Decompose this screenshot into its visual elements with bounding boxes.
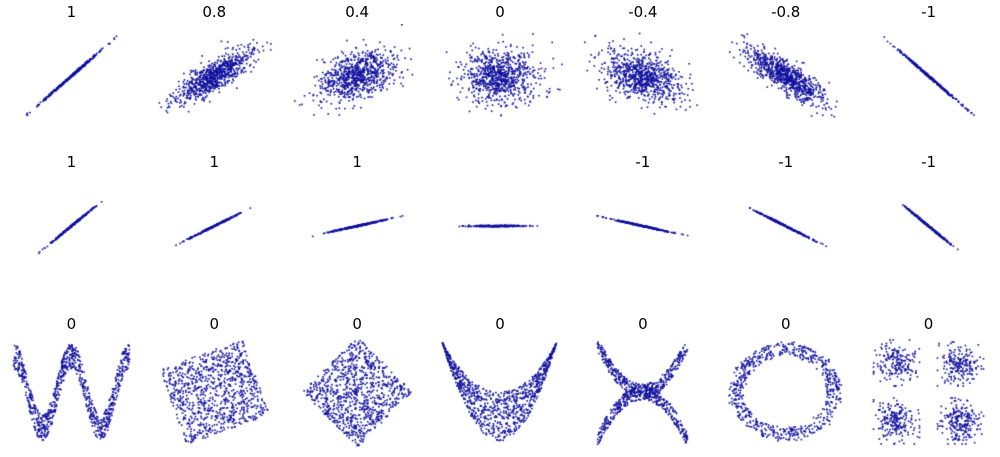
correlation-label: 0 [495,315,505,333]
scatter-panel-r2c3: 1 [286,150,429,300]
scatter-plot-canvas [429,174,571,278]
correlation-label: 0 [495,3,505,21]
correlation-label: 1 [66,3,77,21]
correlation-label-empty [429,150,572,174]
correlation-label: -1 [921,153,937,171]
scatter-panel-r1c3: 0.4 [286,0,429,150]
correlation-label: 1 [209,153,220,171]
correlation-label: 0 [923,315,934,333]
correlation-label: 0.8 [202,3,227,21]
scatter-plot-canvas [715,174,857,278]
scatter-panel-r1c6: -0.8 [714,0,857,150]
scatter-plot-canvas [572,174,714,278]
scatter-panel-r3c2-rotated-square: 0 [143,300,286,457]
correlation-label: -1 [778,153,794,171]
correlation-label: -1 [921,3,937,21]
scatter-panel-r2c6: -1 [714,150,857,300]
scatter-plot-canvas [572,336,714,448]
correlation-label: 0 [352,315,362,333]
scatter-panel-r3c4-bowl: 0 [429,300,572,457]
scatter-plot-canvas [715,336,857,448]
scatter-plot-canvas [0,336,142,448]
scatter-plot-canvas [143,174,285,278]
correlation-label: 1 [66,153,77,171]
scatter-plot-canvas [858,24,1000,128]
correlation-label: 0.4 [345,3,370,21]
scatter-plot-canvas [429,336,571,448]
scatter-panel-r1c5: -0.4 [571,0,714,150]
scatter-panel-r1c1: 1 [0,0,143,150]
correlation-label: 0 [66,315,77,333]
scatter-plot-canvas [858,174,1000,278]
correlation-label: -0.8 [771,3,801,21]
scatter-panel-r2c1: 1 [0,150,143,300]
correlation-label: 0 [780,315,791,333]
scatter-panel-r1c2: 0.8 [143,0,286,150]
scatter-plot-canvas [715,24,857,128]
correlation-label: 0 [638,315,648,333]
correlation-label: 0 [209,315,220,333]
scatter-plot-canvas [429,24,571,128]
scatter-plot-canvas [0,174,142,278]
scatter-panel-r3c7-four-clusters: 0 [857,300,1000,457]
scatter-plot-canvas [286,336,428,448]
scatter-panel-r3c5-xcross: 0 [571,300,714,457]
scatter-panel-r2c7: -1 [857,150,1000,300]
scatter-plot-canvas [286,24,428,128]
scatter-panel-r2c5: -1 [571,150,714,300]
scatter-panel-r3c1-wave: 0 [0,300,143,457]
scatter-plot-canvas [143,336,285,448]
scatter-plot-canvas [0,24,142,128]
scatter-panel-r3c6-ring: 0 [714,300,857,457]
scatter-plot-canvas [572,24,714,128]
correlation-label: -1 [635,153,651,171]
scatter-panel-r1c7: -1 [857,0,1000,150]
scatter-panel-r3c3-diamond: 0 [286,300,429,457]
correlation-label: 1 [352,153,362,171]
scatter-panel-r2c4-undefined-correlation [429,150,572,300]
correlation-label: -0.4 [628,3,658,21]
scatter-panel-r1c4: 0 [429,0,572,150]
scatter-plot-canvas [143,24,285,128]
scatter-plot-canvas [286,174,428,278]
scatter-plot-canvas [858,336,1000,448]
scatter-panel-r2c2: 1 [143,150,286,300]
